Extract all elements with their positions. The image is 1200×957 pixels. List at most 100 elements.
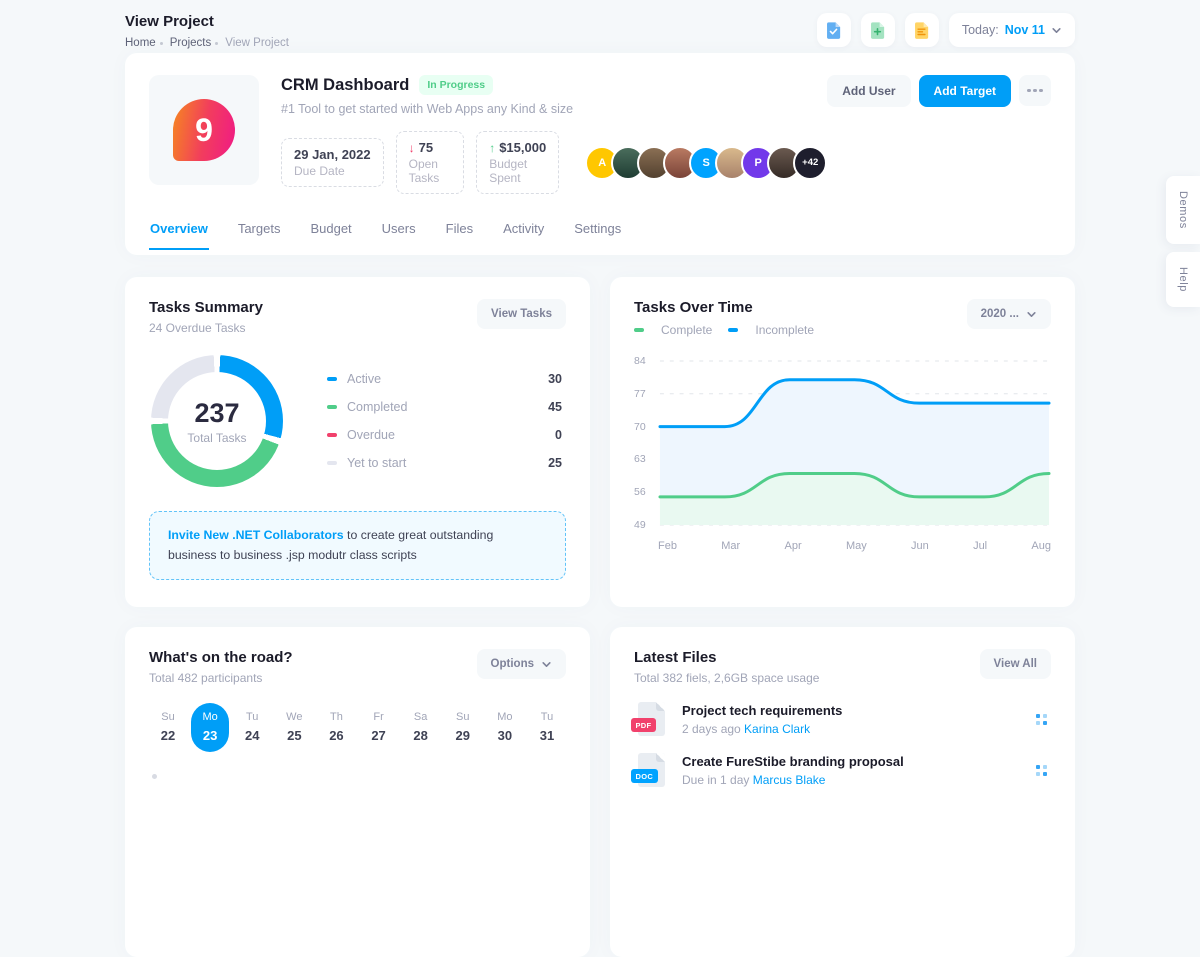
legend-dash: [634, 328, 644, 332]
breadcrumb-dot: [159, 41, 163, 45]
chevron-down-icon: [542, 661, 551, 667]
tab-files[interactable]: Files: [445, 221, 474, 236]
project-logo: 9: [149, 75, 259, 185]
year-dropdown[interactable]: 2020 ...: [966, 299, 1051, 329]
tab-users[interactable]: Users: [381, 221, 416, 236]
tasks-legend: Active 30 Completed 45 Overdue 0: [327, 358, 562, 484]
options-dropdown[interactable]: Options: [476, 649, 566, 679]
doc-plus-button[interactable]: [860, 13, 895, 47]
legend-row-completed: Completed 45: [327, 400, 562, 414]
stat-budget-spent: $15,000 Budget Spent: [476, 131, 560, 194]
day-cell[interactable]: Fr 27: [371, 711, 386, 743]
stat-open-tasks: 75 Open Tasks: [395, 131, 465, 194]
tab-budget[interactable]: Budget: [310, 221, 352, 236]
file-title[interactable]: Create FureStibe branding proposal: [682, 753, 904, 769]
total-tasks-value: 237: [194, 397, 240, 428]
invite-banner: Invite New .NET Collaborators to create …: [149, 511, 566, 580]
day-cell[interactable]: Mo 30: [497, 711, 513, 743]
doc-lines-button[interactable]: [904, 13, 939, 47]
file-type-badge: PDF: [631, 718, 656, 732]
avatar[interactable]: +42: [793, 145, 828, 180]
breadcrumb-home[interactable]: Home: [125, 37, 156, 49]
doc-check-icon: [827, 21, 841, 39]
stat-value: 75: [418, 140, 434, 155]
tab-settings[interactable]: Settings: [574, 221, 622, 236]
latest-files-title: Latest Files: [634, 649, 717, 666]
tasks-over-time-card: Tasks Over Time Complete Incomplete 2020…: [610, 277, 1075, 607]
status-badge: In Progress: [419, 75, 494, 95]
avatar-group: A S P +42: [585, 145, 828, 180]
stat-value: $15,000: [499, 140, 547, 155]
demos-tab[interactable]: Demos: [1166, 176, 1200, 244]
breadcrumb: Home Projects View Project: [125, 37, 289, 49]
avatar[interactable]: [611, 145, 646, 180]
stat-due-date: 29 Jan, 2022 Due Date: [281, 138, 384, 187]
day-cell[interactable]: Th 26: [329, 711, 344, 743]
road-card: What's on the road? Total 482 participan…: [125, 627, 590, 957]
doc-check-button[interactable]: [816, 13, 851, 47]
project-subtitle: #1 Tool to get started with Web Apps any…: [281, 102, 574, 116]
road-subtitle: Total 482 participants: [149, 671, 263, 685]
tasks-summary-title: Tasks Summary: [149, 299, 263, 316]
add-target-button[interactable]: Add Target: [918, 75, 1011, 107]
legend-dash: [327, 377, 337, 381]
project-name: CRM Dashboard: [281, 75, 410, 94]
help-tab[interactable]: Help: [1166, 251, 1200, 307]
pdf-file-icon: PDF: [631, 702, 665, 736]
y-axis: 84 77 70 63 56 49: [634, 355, 646, 531]
today-value: Nov 11: [1004, 23, 1045, 37]
more-options-button[interactable]: [1019, 75, 1051, 106]
legend-dash: [327, 405, 337, 409]
calendar-strip: Su 22 Mo 23 Tu 24 We 25 Th 26 Fr 27 Sa 28 Su 29 …: [149, 703, 566, 752]
day-cell[interactable]: Tu 24: [244, 711, 260, 743]
file-row: PDF Project tech requirements 2 days ago…: [631, 702, 1051, 736]
legend-dash: [327, 433, 337, 437]
tasks-over-time-title: Tasks Over Time: [634, 299, 753, 316]
project-actions: Add User Add Target: [827, 75, 1051, 194]
topbar: View Project Home Projects View Project …: [125, 0, 1075, 53]
side-rail: Demos Help: [1166, 176, 1200, 307]
tab-targets[interactable]: Targets: [237, 221, 281, 236]
today-selector[interactable]: Today: Nov 11: [948, 13, 1075, 47]
road-title: What's on the road?: [149, 649, 293, 666]
day-cell[interactable]: We 25: [286, 711, 303, 743]
project-info: CRM Dashboard In Progress #1 Tool to get…: [281, 75, 828, 194]
view-tasks-button[interactable]: View Tasks: [477, 299, 566, 329]
file-actions-icon[interactable]: [1036, 713, 1047, 725]
legend-dash: [327, 461, 337, 465]
stat-value: 29 Jan, 2022: [294, 147, 371, 162]
topbar-actions: Today: Nov 11: [816, 13, 1075, 47]
tab-activity[interactable]: Activity: [503, 221, 545, 236]
project-card: 9 CRM Dashboard In Progress #1 Tool to g…: [125, 53, 1075, 255]
line-chart-plot: [658, 360, 1051, 526]
doc-lines-icon: [915, 21, 929, 39]
tasks-over-time-legend: Complete Incomplete: [634, 323, 814, 337]
breadcrumb-projects[interactable]: Projects: [169, 37, 212, 49]
x-axis: Feb Mar Apr May Jun Jul Aug: [658, 540, 1051, 552]
file-author-link[interactable]: Marcus Blake: [752, 772, 826, 787]
project-logo-icon: 9: [173, 99, 235, 161]
day-cell[interactable]: Su 29: [455, 711, 470, 743]
donut-ring: [151, 355, 283, 487]
tasks-over-time-chart: 84 77 70 63 56 49 Feb Mar Apr May Jun: [634, 355, 1051, 552]
add-user-button[interactable]: Add User: [827, 75, 911, 107]
file-actions-icon[interactable]: [1036, 764, 1047, 776]
tab-overview[interactable]: Overview: [149, 207, 209, 250]
day-cell[interactable]: Sa 28: [413, 711, 428, 743]
stat-label: Open Tasks: [408, 157, 440, 185]
doc-plus-icon: [871, 21, 885, 39]
today-label: Today:: [961, 23, 999, 37]
tasks-donut-chart: 237 Total Tasks: [151, 355, 283, 487]
file-title[interactable]: Project tech requirements: [682, 702, 843, 718]
day-cell[interactable]: Su 22: [160, 711, 176, 743]
chevron-down-icon: [1027, 311, 1036, 317]
latest-files-subtitle: Total 382 fiels, 2,6GB space usage: [634, 671, 820, 685]
total-tasks-label: Total Tasks: [187, 430, 247, 445]
breadcrumb-dot: [215, 41, 219, 45]
file-author-link[interactable]: Karina Clark: [744, 721, 811, 736]
day-cell[interactable]: Mo 23: [191, 703, 230, 752]
timeline-dot: [152, 774, 157, 779]
day-cell[interactable]: Tu 31: [539, 711, 555, 743]
view-all-button[interactable]: View All: [979, 649, 1051, 679]
invite-link[interactable]: Invite New .NET Collaborators: [168, 528, 344, 542]
